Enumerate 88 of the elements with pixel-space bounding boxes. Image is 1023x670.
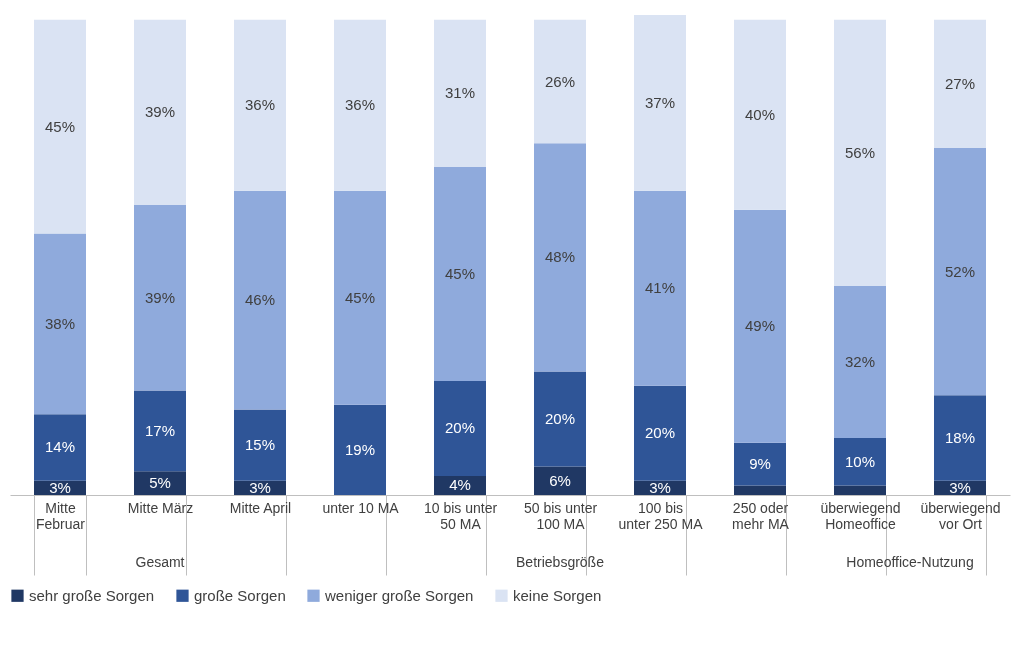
bar	[534, 371, 586, 467]
bar	[434, 19, 486, 168]
bar	[134, 390, 186, 472]
data-label: 31%	[444, 84, 476, 102]
bar	[934, 148, 986, 396]
data-label: 3%	[249, 478, 271, 496]
bar	[734, 209, 786, 443]
data-label: 32%	[844, 352, 876, 370]
legend-label: weniger große Sorgen	[324, 586, 474, 604]
data-label: 45%	[344, 288, 376, 306]
bar	[634, 385, 686, 481]
bar	[734, 19, 786, 210]
data-label: 10%	[844, 452, 876, 470]
data-label: 19%	[344, 440, 376, 458]
data-label: 36%	[344, 96, 376, 114]
bar	[434, 380, 486, 476]
x-tick-label: 250 oder mehr MA	[732, 499, 790, 532]
bar	[834, 285, 886, 438]
data-label: 18%	[944, 428, 976, 446]
data-label: 45%	[44, 117, 76, 135]
bar	[934, 395, 986, 481]
bar	[634, 190, 686, 386]
data-label: 27%	[944, 74, 976, 92]
data-label: 56%	[844, 143, 876, 161]
x-tick-label: Mitte April	[229, 499, 292, 516]
data-label: 52%	[944, 262, 976, 280]
x-tick-label: überwiegend Homeoffice	[820, 499, 901, 532]
bar	[734, 485, 786, 495]
data-label: 36%	[244, 96, 276, 114]
bar	[434, 167, 486, 381]
data-label: 14%	[44, 438, 76, 456]
data-label: 49%	[744, 317, 776, 335]
x-tick-label: Mitte März	[127, 499, 194, 516]
bar	[834, 485, 886, 495]
bar	[334, 190, 386, 405]
data-label: 26%	[544, 72, 576, 90]
data-label: 46%	[244, 291, 276, 309]
bar	[534, 143, 586, 372]
bar	[534, 466, 586, 495]
data-label: 3%	[649, 478, 671, 496]
data-label: 15%	[244, 436, 276, 454]
text: Gesamt	[135, 554, 185, 570]
data-label: 6%	[549, 471, 571, 489]
data-label: 20%	[444, 419, 476, 437]
data-label: 40%	[744, 105, 776, 123]
bar	[134, 205, 186, 391]
bar	[734, 442, 786, 486]
legend-label: sehr große Sorgen	[29, 586, 155, 604]
data-label: 20%	[544, 409, 576, 427]
bar	[134, 19, 186, 206]
data-label: 39%	[144, 288, 176, 306]
data-label: 3%	[49, 478, 71, 496]
data-label: 17%	[144, 421, 176, 439]
bar	[834, 19, 886, 286]
bar	[134, 471, 186, 495]
data-label: 41%	[644, 279, 676, 297]
x-tick-label: überwiegend vor Ort	[920, 499, 1001, 532]
text: Betriebsgröße	[516, 554, 605, 570]
data-label: 5%	[149, 474, 171, 492]
data-label: 39%	[144, 103, 176, 121]
data-label: 3%	[949, 478, 971, 496]
bar	[234, 19, 286, 191]
data-label: 4%	[449, 476, 471, 494]
x-tick-label: unter 10 MA	[322, 499, 400, 516]
bar	[334, 404, 386, 495]
bar	[334, 19, 386, 191]
bar	[234, 409, 286, 481]
bar	[634, 15, 686, 191]
text: Homeoffice-Nutzung	[846, 554, 974, 570]
x-tick-label: Mitte Februar	[35, 499, 86, 532]
bar	[34, 414, 86, 481]
legend-label: große Sorgen	[194, 586, 286, 604]
data-label: 45%	[444, 265, 476, 283]
bar	[234, 190, 286, 410]
data-label: 37%	[644, 93, 676, 111]
x-tick-label: 50 bis unter 100 MA	[523, 499, 598, 532]
data-label: 20%	[644, 424, 676, 442]
bar	[34, 19, 86, 234]
legend-label: keine Sorgen	[513, 586, 602, 604]
bar	[934, 19, 986, 149]
data-label: 38%	[44, 314, 76, 332]
bar	[834, 437, 886, 486]
data-label: 9%	[749, 455, 771, 473]
bar	[534, 19, 586, 144]
x-tick-label: 100 bis unter 250 MA	[618, 499, 704, 532]
x-tick-label: 10 bis unter 50 MA	[423, 499, 498, 532]
data-label: 48%	[544, 248, 576, 266]
bar	[34, 233, 86, 415]
